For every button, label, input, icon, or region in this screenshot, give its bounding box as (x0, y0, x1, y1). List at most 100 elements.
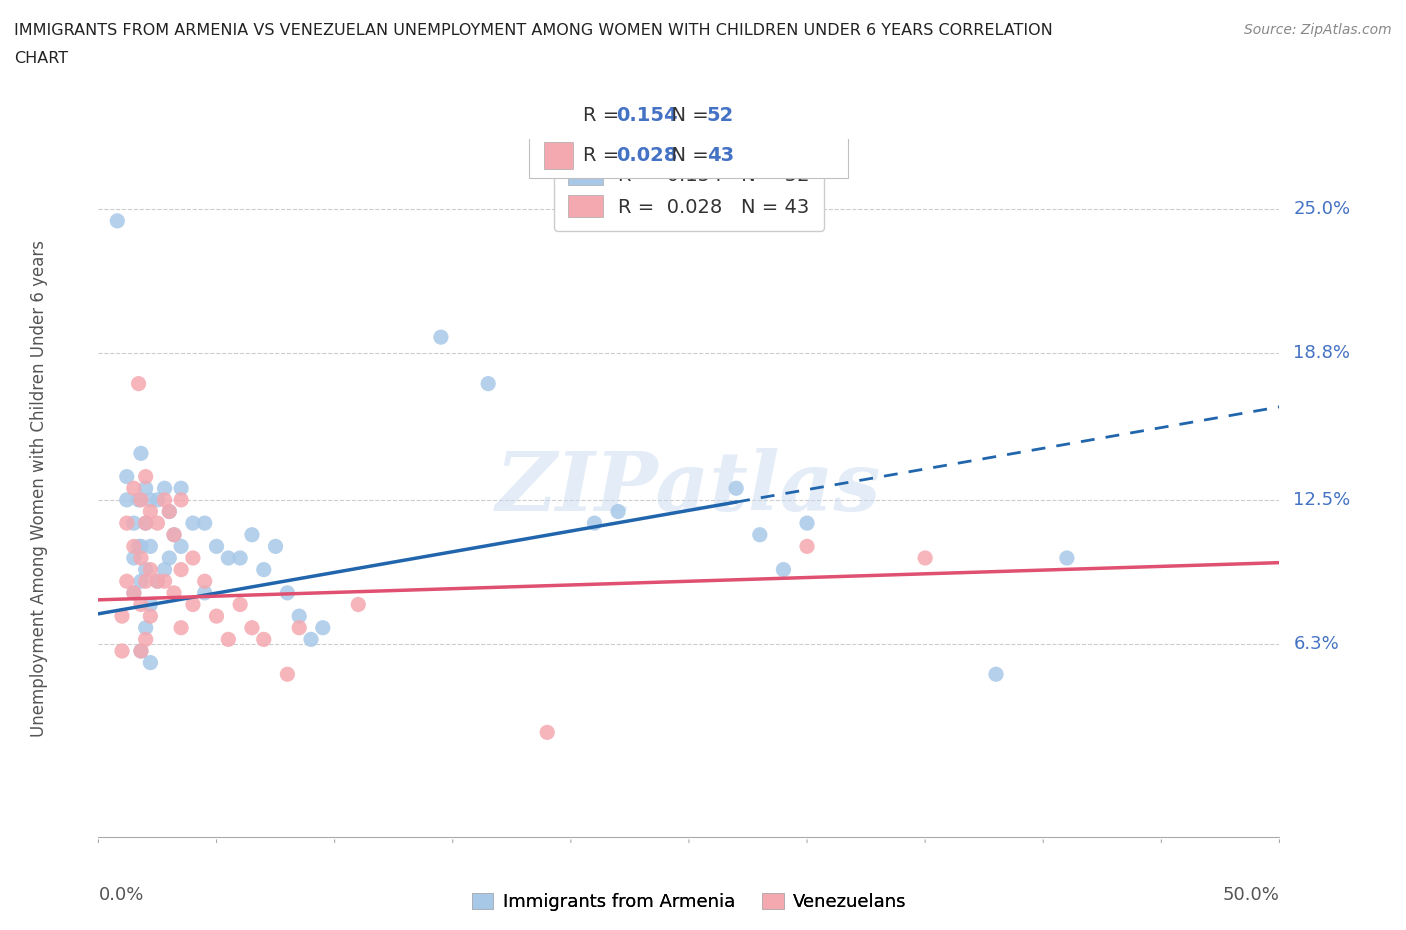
Point (170, 539, 193, 554)
Point (170, 620, 193, 635)
Text: 43: 43 (707, 146, 734, 165)
Point (240, 620, 263, 635)
Text: Source: ZipAtlas.com: Source: ZipAtlas.com (1244, 23, 1392, 37)
Point (122, 539, 145, 554)
Point (111, 644, 134, 658)
Point (139, 597, 162, 612)
Point (135, 620, 157, 635)
Point (725, 481, 748, 496)
Point (170, 481, 193, 496)
Text: 18.8%: 18.8% (1294, 344, 1350, 363)
Point (163, 586, 186, 601)
Point (111, 609, 134, 624)
Point (122, 586, 145, 601)
Point (135, 632, 157, 647)
Point (347, 597, 370, 612)
Point (253, 632, 276, 647)
Text: Unemployment Among Women with Children Under 6 years: Unemployment Among Women with Children U… (31, 240, 48, 737)
Point (170, 493, 193, 508)
Point (796, 539, 818, 554)
Point (772, 562, 794, 577)
Point (288, 620, 311, 635)
Text: R =: R = (582, 146, 626, 165)
Text: 0.0%: 0.0% (98, 885, 143, 904)
Text: IMMIGRANTS FROM ARMENIA VS VENEZUELAN UNEMPLOYMENT AMONG WOMEN WITH CHILDREN UND: IMMIGRANTS FROM ARMENIA VS VENEZUELAN UN… (14, 23, 1053, 38)
Point (157, 504, 180, 519)
Point (122, 551, 145, 565)
Point (194, 586, 217, 601)
Point (181, 516, 204, 531)
Point (194, 574, 217, 589)
Text: R =: R = (582, 106, 626, 125)
Text: 6.3%: 6.3% (1294, 635, 1339, 653)
Point (129, 644, 152, 658)
FancyBboxPatch shape (544, 141, 574, 169)
Point (115, 516, 138, 531)
Point (288, 609, 311, 624)
Point (139, 609, 162, 624)
Text: 50.0%: 50.0% (1223, 885, 1279, 904)
Point (122, 516, 145, 531)
Point (139, 539, 162, 554)
Point (229, 597, 252, 612)
Point (139, 504, 162, 519)
Point (253, 562, 276, 577)
Point (276, 586, 298, 601)
Point (477, 377, 499, 392)
Point (129, 551, 152, 565)
Point (153, 574, 176, 589)
Point (129, 446, 152, 461)
Point (914, 551, 936, 565)
Point (153, 481, 176, 496)
Point (135, 516, 157, 531)
Text: 0.154: 0.154 (616, 106, 678, 125)
Point (129, 539, 152, 554)
Point (135, 470, 157, 485)
Point (536, 725, 558, 740)
Point (607, 504, 630, 519)
Point (229, 551, 252, 565)
Point (128, 377, 150, 392)
Point (128, 493, 150, 508)
Point (153, 562, 176, 577)
Point (115, 470, 138, 485)
Point (135, 562, 157, 577)
Point (796, 516, 818, 531)
Point (217, 632, 239, 647)
Text: N =: N = (659, 106, 716, 125)
Point (146, 574, 169, 589)
Point (135, 481, 157, 496)
Point (170, 562, 193, 577)
FancyBboxPatch shape (530, 98, 848, 178)
Text: 52: 52 (707, 106, 734, 125)
Text: CHART: CHART (14, 51, 67, 66)
Point (146, 493, 169, 508)
Point (157, 504, 180, 519)
Text: N =: N = (659, 146, 716, 165)
Point (146, 516, 169, 531)
Point (181, 597, 204, 612)
Text: 0.028: 0.028 (616, 146, 678, 165)
Point (146, 574, 169, 589)
Point (115, 574, 138, 589)
Legend: R =  0.154   N = 52, R =  0.028   N = 43: R = 0.154 N = 52, R = 0.028 N = 43 (554, 149, 824, 231)
Point (163, 527, 186, 542)
Point (430, 330, 453, 345)
Point (181, 551, 204, 565)
Point (135, 574, 157, 589)
Point (240, 527, 263, 542)
Text: 12.5%: 12.5% (1294, 491, 1351, 509)
Point (984, 667, 1007, 682)
Point (748, 527, 770, 542)
Point (163, 527, 186, 542)
Point (205, 609, 228, 624)
Point (122, 481, 145, 496)
Point (129, 644, 152, 658)
Point (276, 667, 298, 682)
Point (312, 620, 335, 635)
Point (139, 493, 162, 508)
Text: 25.0%: 25.0% (1294, 200, 1351, 219)
Point (129, 493, 152, 508)
Point (139, 562, 162, 577)
Point (1056, 551, 1078, 565)
